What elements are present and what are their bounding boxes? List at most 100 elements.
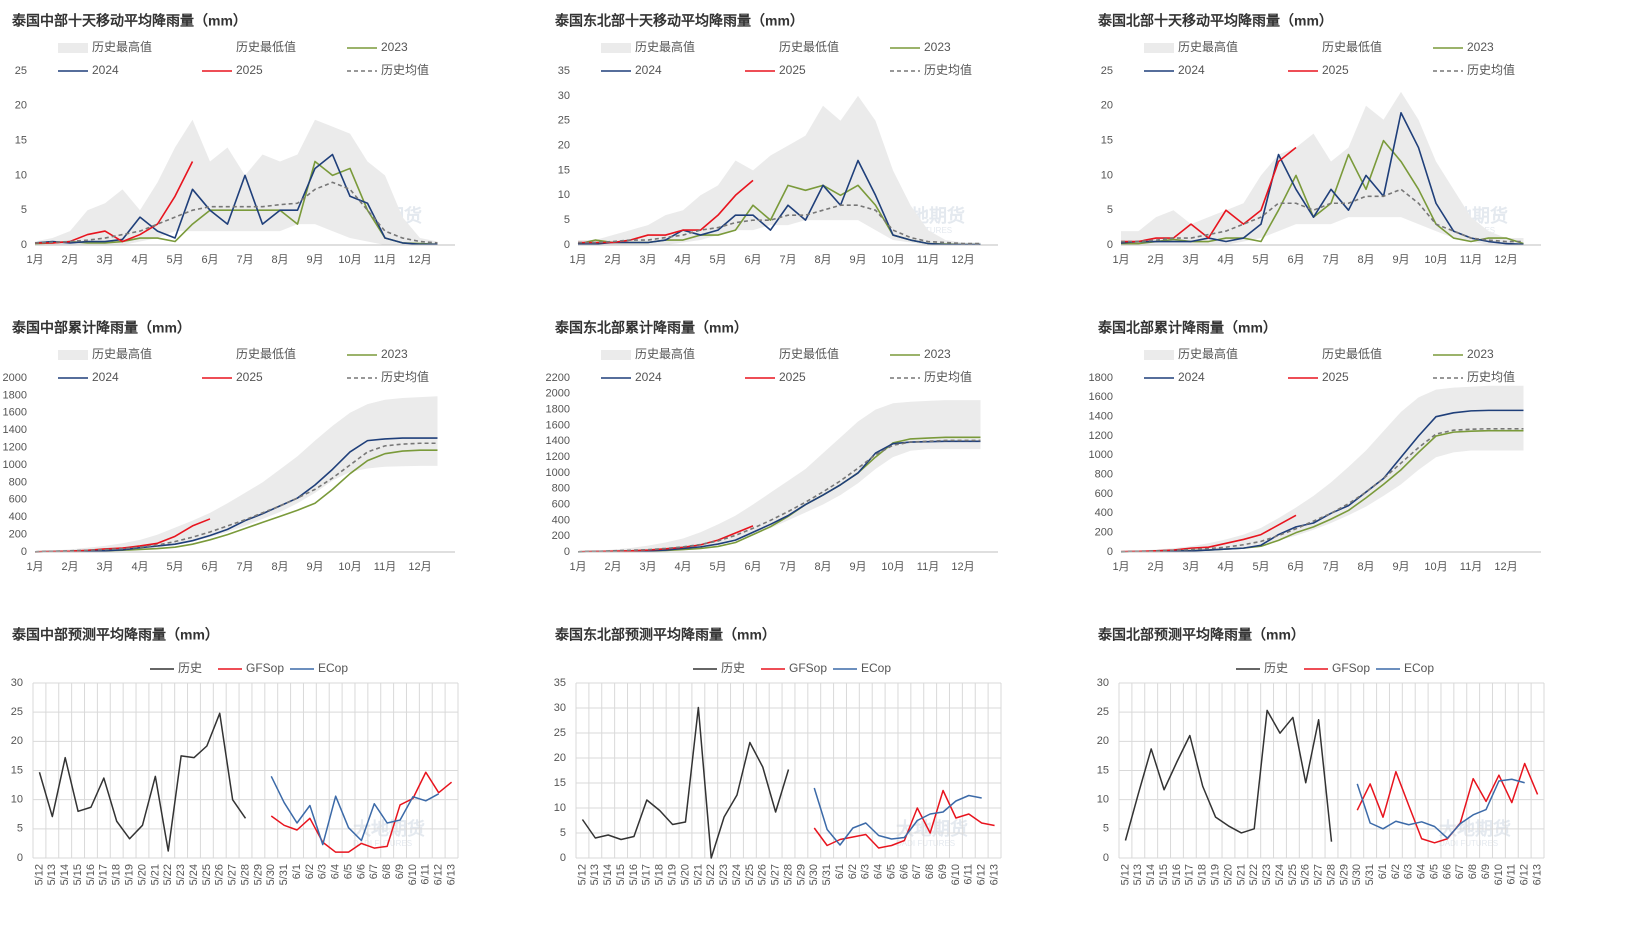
x-tick-label: 4月	[131, 561, 148, 573]
x-tick-label: 4月	[674, 561, 691, 573]
legend-label: 2025	[236, 370, 263, 384]
y-tick-label: 1000	[1089, 449, 1113, 461]
x-tick-label: 5/29	[252, 864, 264, 885]
y-tick-label: 15	[1097, 764, 1109, 776]
x-tick-label: 5月	[709, 254, 726, 266]
x-tick-label: 4月	[1217, 254, 1234, 266]
x-tick-label: 11月	[374, 254, 396, 266]
x-tick-label: 12月	[1494, 254, 1517, 266]
x-tick-label: 5/31	[1364, 864, 1376, 885]
x-tick-label: 5/15	[615, 864, 627, 885]
x-tick-label: 1月	[569, 561, 586, 573]
y-tick-label: 20	[15, 100, 27, 112]
x-tick-label: 6/8	[1467, 864, 1479, 879]
y-tick-label: 25	[15, 65, 27, 77]
x-tick-label: 5/25	[744, 864, 756, 885]
x-tick-label: 6/4	[1416, 864, 1428, 879]
legend-label: 历史最低值	[1322, 346, 1382, 361]
x-tick-label: 6月	[1287, 254, 1304, 266]
x-tick-label: 6/13	[1531, 864, 1543, 885]
x-tick-label: 6/10	[950, 864, 962, 885]
x-tick-label: 3月	[1182, 561, 1199, 573]
x-tick-label: 5/30	[808, 864, 820, 885]
legend-label: 历史均值	[381, 62, 429, 77]
x-tick-label: 5/22	[705, 864, 717, 885]
x-tick-label: 6/4	[330, 864, 342, 879]
series-line	[1356, 778, 1525, 839]
x-tick-label: 5/24	[1274, 864, 1286, 885]
legend-swatch	[58, 350, 88, 360]
legend-label: 历史均值	[924, 369, 972, 384]
x-tick-label: 1月	[569, 254, 586, 266]
x-tick-label: 1月	[26, 254, 43, 266]
y-tick-label: 35	[558, 65, 570, 77]
band-area	[578, 220, 981, 245]
x-tick-label: 5/12	[1119, 864, 1131, 885]
x-tick-label: 6/5	[1428, 864, 1440, 879]
x-tick-label: 3月	[639, 254, 656, 266]
watermark-en: DADI FUTURES	[896, 839, 955, 848]
x-tick-label: 5/16	[85, 864, 97, 885]
x-tick-label: 6/2	[304, 864, 316, 879]
y-tick-label: 5	[17, 823, 23, 835]
legend-label: 历史最低值	[1322, 39, 1382, 54]
y-tick-label: 1000	[546, 467, 570, 479]
series-line	[581, 706, 790, 859]
legend-label: 2023	[381, 347, 408, 361]
x-tick-label: 5月	[709, 561, 726, 573]
y-tick-label: 400	[552, 514, 570, 526]
legend-label: ECop	[861, 661, 891, 675]
x-tick-label: 6/11	[420, 864, 432, 885]
legend-label: ECop	[1404, 661, 1434, 675]
series-line	[270, 771, 453, 853]
x-tick-label: 1月	[26, 561, 43, 573]
x-tick-label: 5/26	[757, 864, 769, 885]
y-tick-label: 30	[558, 90, 570, 102]
x-tick-label: 9月	[1392, 561, 1409, 573]
series-line	[1121, 188, 1524, 243]
chart-title: 泰国中部预测平均降雨量（mm）	[11, 627, 219, 643]
chart-title: 泰国北部十天移动平均降雨量（mm）	[1097, 13, 1333, 29]
x-tick-label: 5/13	[589, 864, 601, 885]
y-tick-label: 400	[9, 511, 27, 523]
x-tick-label: 5/23	[1261, 864, 1273, 885]
y-tick-label: 200	[552, 530, 570, 542]
legend-label: 2024	[92, 370, 119, 384]
x-tick-label: 2月	[1147, 254, 1164, 266]
x-tick-label: 10月	[881, 561, 904, 573]
y-tick-label: 1600	[1089, 391, 1113, 403]
x-tick-label: 10月	[1424, 561, 1447, 573]
y-tick-label: 15	[11, 764, 23, 776]
legend-swatch	[745, 350, 775, 360]
y-tick-label: 800	[1095, 469, 1113, 481]
x-tick-label: 3月	[96, 561, 113, 573]
x-tick-label: 9月	[306, 561, 323, 573]
x-tick-label: 5/29	[795, 864, 807, 885]
y-tick-label: 0	[1103, 852, 1109, 864]
x-tick-label: 5月	[166, 561, 183, 573]
x-tick-label: 10月	[338, 254, 361, 266]
series-line	[34, 442, 438, 553]
series-line	[34, 153, 438, 246]
x-tick-label: 6/2	[1390, 864, 1402, 879]
x-tick-label: 5/14	[1145, 864, 1157, 885]
legend-label: 历史最高值	[92, 346, 152, 361]
y-tick-label: 35	[554, 677, 566, 689]
y-tick-label: 1400	[546, 435, 570, 447]
x-tick-label: 5/19	[1209, 864, 1221, 885]
y-tick-label: 10	[11, 794, 23, 806]
x-tick-label: 6/4	[873, 864, 885, 879]
y-tick-label: 1800	[546, 404, 570, 416]
y-tick-label: 1800	[1089, 372, 1113, 384]
y-tick-label: 20	[11, 735, 23, 747]
x-tick-label: 3月	[96, 254, 113, 266]
x-tick-label: 6/13	[445, 864, 457, 885]
x-tick-label: 5/19	[666, 864, 678, 885]
x-tick-label: 9月	[306, 254, 323, 266]
chart-title: 泰国北部预测平均降雨量（mm）	[1097, 627, 1305, 643]
legend-label: 2024	[1178, 370, 1205, 384]
